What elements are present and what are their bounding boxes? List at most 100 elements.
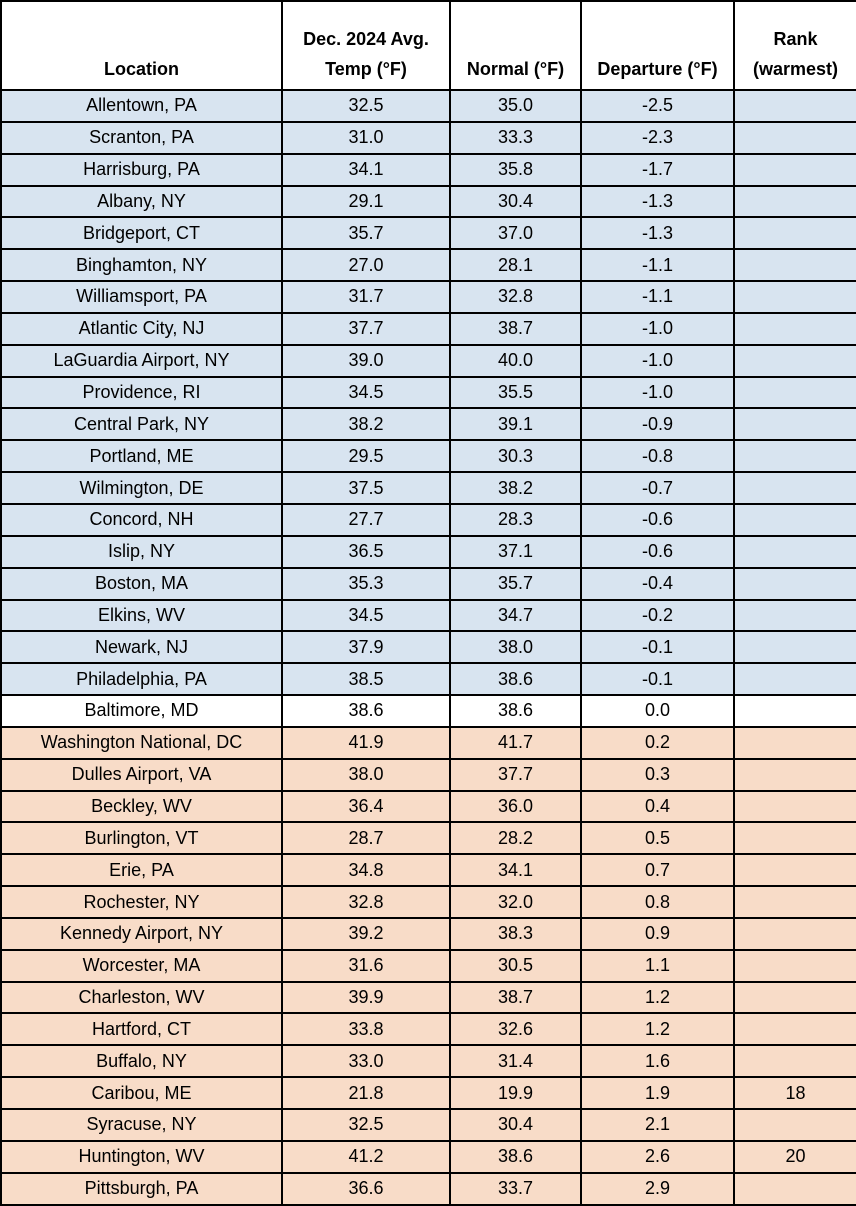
cell-departure: -2.3 bbox=[580, 120, 735, 155]
cell-rank bbox=[733, 598, 856, 633]
cell-rank bbox=[733, 152, 856, 187]
cell-location: Allentown, PA bbox=[0, 89, 283, 123]
cell-normal: 34.7 bbox=[449, 598, 582, 633]
cell-departure: 0.2 bbox=[580, 725, 735, 760]
cell-location: Atlantic City, NJ bbox=[0, 311, 283, 346]
cell-normal: 33.7 bbox=[449, 1171, 582, 1206]
cell-location: Concord, NH bbox=[0, 502, 283, 537]
cell-rank bbox=[733, 757, 856, 792]
col-header-rank: Rank (warmest) bbox=[733, 0, 856, 91]
col-header-rank-line1: Rank bbox=[773, 29, 818, 49]
cell-rank bbox=[733, 885, 856, 919]
col-header-departure-label: Departure (°F) bbox=[597, 59, 718, 79]
table-row: Elkins, WV 34.5 34.7 -0.2 bbox=[0, 598, 856, 633]
cell-normal: 36.0 bbox=[449, 789, 582, 824]
cell-avg-temp: 34.5 bbox=[281, 375, 451, 410]
cell-normal: 35.8 bbox=[449, 152, 582, 187]
cell-location: Elkins, WV bbox=[0, 598, 283, 633]
cell-rank bbox=[733, 120, 856, 155]
cell-normal: 37.7 bbox=[449, 757, 582, 792]
cell-avg-temp: 32.5 bbox=[281, 1108, 451, 1142]
cell-rank bbox=[733, 280, 856, 314]
cell-departure: 2.1 bbox=[580, 1108, 735, 1142]
col-header-departure: Departure (°F) bbox=[580, 0, 735, 91]
table-row: Portland, ME 29.5 30.3 -0.8 bbox=[0, 439, 856, 474]
cell-location: Caribou, ME bbox=[0, 1076, 283, 1110]
cell-location: Kennedy Airport, NY bbox=[0, 916, 283, 951]
table-row: Boston, MA 35.3 35.7 -0.4 bbox=[0, 566, 856, 601]
cell-rank bbox=[733, 534, 856, 569]
cell-location: Hartford, CT bbox=[0, 1012, 283, 1047]
cell-location: Harrisburg, PA bbox=[0, 152, 283, 187]
cell-normal: 38.7 bbox=[449, 311, 582, 346]
cell-rank bbox=[733, 630, 856, 665]
cell-normal: 35.7 bbox=[449, 566, 582, 601]
cell-normal: 38.6 bbox=[449, 662, 582, 697]
cell-rank bbox=[733, 216, 856, 251]
cell-departure: -0.8 bbox=[580, 439, 735, 474]
cell-rank bbox=[733, 980, 856, 1015]
cell-normal: 33.3 bbox=[449, 120, 582, 155]
cell-departure: -0.1 bbox=[580, 662, 735, 697]
cell-location: Philadelphia, PA bbox=[0, 662, 283, 697]
cell-departure: -0.2 bbox=[580, 598, 735, 633]
cell-rank bbox=[733, 375, 856, 410]
cell-departure: -1.1 bbox=[580, 248, 735, 283]
cell-avg-temp: 34.8 bbox=[281, 853, 451, 888]
cell-location: Binghamton, NY bbox=[0, 248, 283, 283]
cell-location: Buffalo, NY bbox=[0, 1044, 283, 1079]
table-row: Harrisburg, PA 34.1 35.8 -1.7 bbox=[0, 152, 856, 187]
cell-avg-temp: 35.7 bbox=[281, 216, 451, 251]
cell-avg-temp: 33.8 bbox=[281, 1012, 451, 1047]
cell-normal: 30.3 bbox=[449, 439, 582, 474]
table-row: Scranton, PA 31.0 33.3 -2.3 bbox=[0, 120, 856, 155]
cell-avg-temp: 28.7 bbox=[281, 821, 451, 856]
table-row: Newark, NJ 37.9 38.0 -0.1 bbox=[0, 630, 856, 665]
table-row: Charleston, WV 39.9 38.7 1.2 bbox=[0, 980, 856, 1015]
cell-departure: -1.3 bbox=[580, 184, 735, 219]
cell-normal: 34.1 bbox=[449, 853, 582, 888]
cell-normal: 41.7 bbox=[449, 725, 582, 760]
cell-avg-temp: 21.8 bbox=[281, 1076, 451, 1110]
cell-departure: -1.0 bbox=[580, 343, 735, 378]
cell-normal: 37.1 bbox=[449, 534, 582, 569]
cell-rank bbox=[733, 439, 856, 474]
cell-location: Charleston, WV bbox=[0, 980, 283, 1015]
cell-normal: 30.5 bbox=[449, 948, 582, 983]
cell-location: Burlington, VT bbox=[0, 821, 283, 856]
cell-avg-temp: 38.6 bbox=[281, 694, 451, 728]
cell-departure: 2.9 bbox=[580, 1171, 735, 1206]
cell-departure: -0.6 bbox=[580, 502, 735, 537]
cell-normal: 35.0 bbox=[449, 89, 582, 123]
cell-avg-temp: 38.5 bbox=[281, 662, 451, 697]
cell-location: Rochester, NY bbox=[0, 885, 283, 919]
cell-avg-temp: 38.2 bbox=[281, 407, 451, 442]
cell-normal: 39.1 bbox=[449, 407, 582, 442]
cell-location: Newark, NJ bbox=[0, 630, 283, 665]
table-row: Washington National, DC 41.9 41.7 0.2 bbox=[0, 725, 856, 760]
cell-location: LaGuardia Airport, NY bbox=[0, 343, 283, 378]
table-row: Hartford, CT 33.8 32.6 1.2 bbox=[0, 1012, 856, 1047]
cell-rank bbox=[733, 471, 856, 505]
cell-location: Central Park, NY bbox=[0, 407, 283, 442]
cell-rank bbox=[733, 248, 856, 283]
cell-rank bbox=[733, 662, 856, 697]
table-row: Kennedy Airport, NY 39.2 38.3 0.9 bbox=[0, 916, 856, 951]
cell-avg-temp: 27.0 bbox=[281, 248, 451, 283]
cell-avg-temp: 29.1 bbox=[281, 184, 451, 219]
table-row: Islip, NY 36.5 37.1 -0.6 bbox=[0, 534, 856, 569]
cell-normal: 32.6 bbox=[449, 1012, 582, 1047]
cell-normal: 19.9 bbox=[449, 1076, 582, 1110]
cell-location: Portland, ME bbox=[0, 439, 283, 474]
col-header-normal: Normal (°F) bbox=[449, 0, 582, 91]
table-row: Beckley, WV 36.4 36.0 0.4 bbox=[0, 789, 856, 824]
cell-departure: 0.0 bbox=[580, 694, 735, 728]
col-header-location-label: Location bbox=[104, 59, 179, 79]
cell-normal: 38.0 bbox=[449, 630, 582, 665]
cell-rank bbox=[733, 694, 856, 728]
cell-location: Huntington, WV bbox=[0, 1139, 283, 1174]
col-header-avg-temp: Dec. 2024 Avg. Temp (°F) bbox=[281, 0, 451, 91]
cell-normal: 30.4 bbox=[449, 184, 582, 219]
cell-avg-temp: 39.2 bbox=[281, 916, 451, 951]
